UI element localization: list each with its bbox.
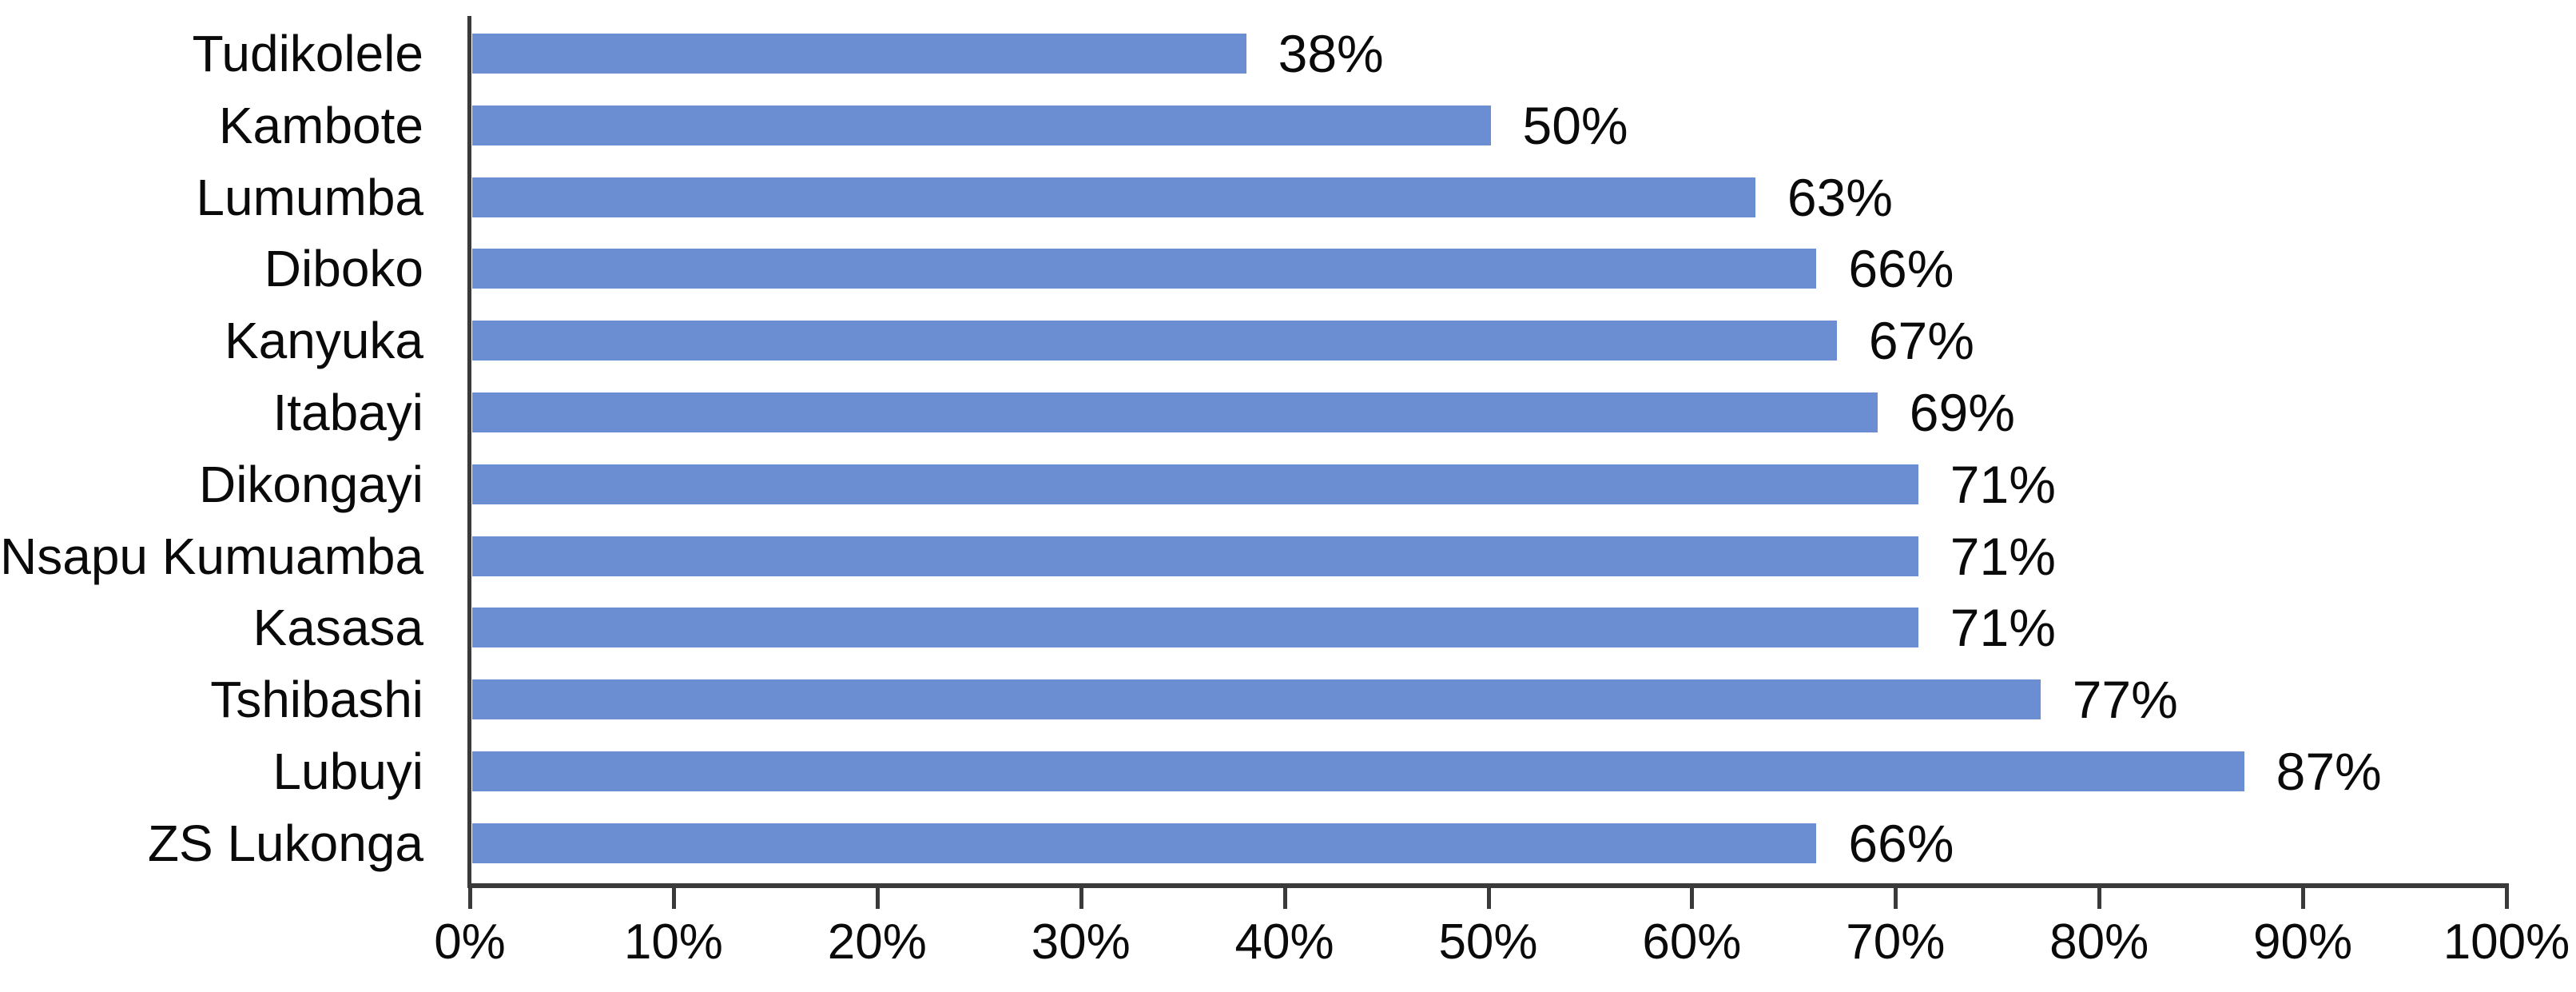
bar-row: Kasasa 71% [0,601,2576,654]
x-axis-tick-label: 50% [1438,914,1538,970]
x-axis-tick [2301,888,2306,909]
bar [472,392,1878,432]
value-label: 69% [1909,383,2015,442]
bar [472,105,1491,145]
value-label: 38% [1278,24,1384,83]
x-axis-tick-label: 20% [827,914,927,970]
value-label: 63% [1787,167,1893,227]
x-axis-tick [1690,888,1695,909]
bar-row: Tudikolele 38% [0,27,2576,80]
value-label: 67% [1868,311,1974,371]
category-label: Kanyuka [224,312,423,370]
bar-row: Kambote 50% [0,99,2576,152]
value-label: 87% [2276,742,2382,801]
bar [472,751,2244,791]
x-axis-tick [875,888,880,909]
value-label: 50% [1522,95,1628,155]
x-axis-tick [1079,888,1083,909]
bar [472,608,1918,648]
x-axis-line [467,883,2509,888]
category-label: Nsapu Kumuamba [0,527,424,585]
bar-row: Diboko 66% [0,242,2576,295]
category-label: Lubuyi [272,743,423,800]
bar [472,34,1246,74]
category-label: Kasasa [252,599,423,657]
bar-row: Kanyuka 67% [0,314,2576,367]
x-axis-tick-label: 100% [2443,914,2570,970]
bar-row: Tshibashi 77% [0,673,2576,726]
category-label: ZS Lukonga [147,814,423,872]
x-axis-tick [1282,888,1287,909]
x-axis-tick [468,888,472,909]
bar-row: Itabayi 69% [0,386,2576,439]
bar [472,536,1918,576]
value-label: 71% [1950,454,2056,514]
category-label: Dikongayi [198,455,423,513]
bar [472,464,1918,504]
value-label: 71% [1950,526,2056,586]
x-axis-tick-label: 30% [1031,914,1131,970]
bar-row: Lubuyi 87% [0,745,2576,798]
x-axis-tick-label: 0% [434,914,506,970]
x-axis-tick [2505,888,2509,909]
bar-row: ZS Lukonga 66% [0,817,2576,870]
bar [472,177,1755,217]
bar-row: Lumumba 63% [0,171,2576,224]
x-axis-tick-label: 80% [2049,914,2149,970]
x-axis-tick [671,888,676,909]
x-axis-tick [1486,888,1491,909]
y-axis-line [467,16,471,888]
x-axis-tick-label: 70% [1846,914,1946,970]
value-label: 66% [1848,813,1954,873]
category-label: Tshibashi [210,671,423,729]
bar [472,823,1817,863]
x-axis-tick-label: 90% [2253,914,2353,970]
x-axis-tick [1894,888,1898,909]
bar-row: Dikongayi 71% [0,458,2576,511]
bar-row: Nsapu Kumuamba 71% [0,530,2576,583]
x-axis-tick-label: 40% [1234,914,1334,970]
x-axis-tick-label: 60% [1642,914,1742,970]
category-label: Kambote [218,96,423,154]
value-label: 66% [1848,239,1954,299]
bar [472,249,1817,289]
category-label: Tudikolele [192,25,423,82]
x-axis-tick [2097,888,2102,909]
category-label: Diboko [264,240,423,298]
value-label: 71% [1950,598,2056,658]
x-axis-tick-label: 10% [623,914,723,970]
category-label: Itabayi [272,384,423,441]
category-label: Lumumba [196,168,423,226]
bar [472,679,2041,720]
value-label: 77% [2072,670,2178,730]
bar [472,321,1837,361]
